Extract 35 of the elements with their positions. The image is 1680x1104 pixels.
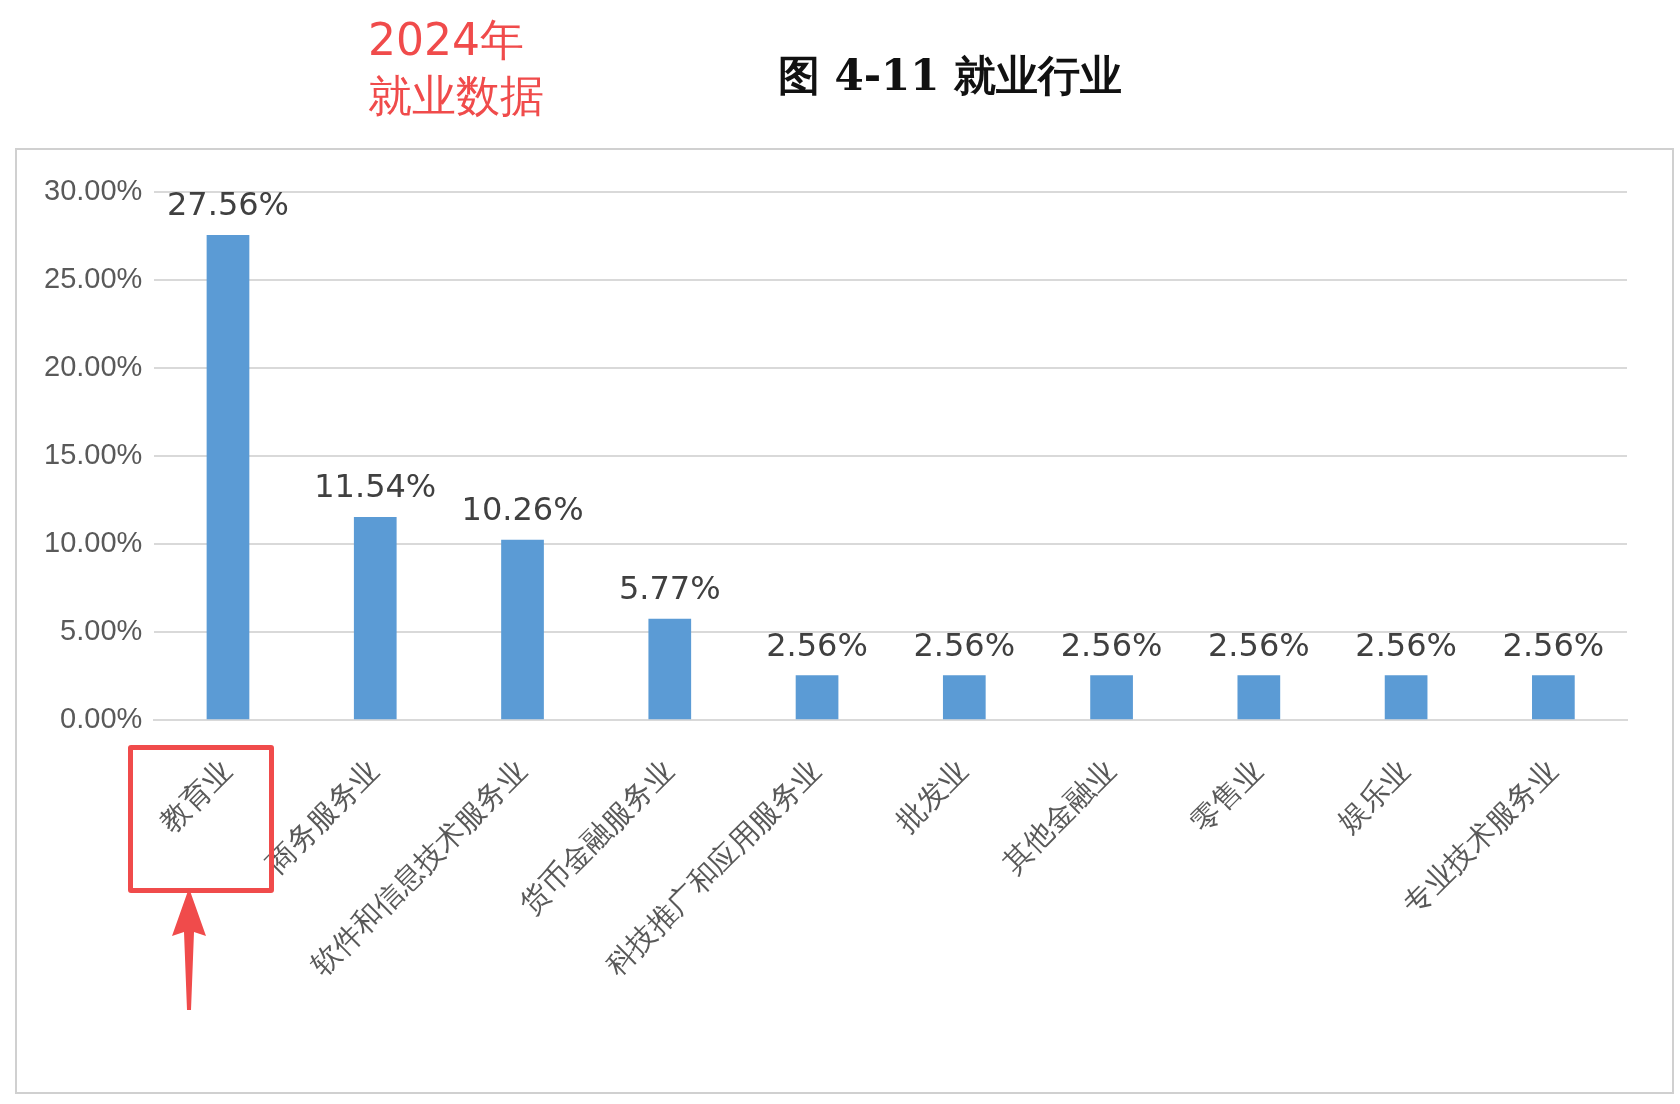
bar — [795, 675, 839, 720]
data-label: 10.26% — [461, 489, 584, 528]
bar — [942, 675, 986, 720]
bar — [1532, 675, 1575, 720]
y-tick-label: 20.00% — [44, 350, 143, 383]
bar — [1237, 675, 1281, 720]
data-label: 5.77% — [618, 569, 721, 608]
x-tick-label: 批发业 — [890, 753, 975, 839]
y-tick-label: 0.00% — [60, 702, 143, 735]
chart-title: 图 4-11 就业行业 — [776, 50, 1124, 102]
data-label: 2.56% — [1502, 625, 1605, 664]
x-tick-label: 零售业 — [1184, 753, 1269, 839]
y-tick-label: 15.00% — [44, 438, 143, 471]
bar — [648, 618, 692, 720]
y-tick-label: 30.00% — [44, 174, 143, 206]
bar — [1384, 675, 1428, 720]
bar — [1090, 675, 1133, 720]
data-label: 27.56% — [166, 185, 289, 224]
y-tick-label: 10.00% — [44, 526, 143, 559]
text: 2024年 — [368, 13, 525, 67]
data-label: 2.56% — [766, 625, 868, 664]
data-label: 2.56% — [1355, 625, 1457, 664]
x-tick-label: 娱乐业 — [1331, 753, 1416, 839]
bar — [501, 539, 544, 720]
y-tick-label: 25.00% — [44, 262, 143, 295]
bar — [353, 517, 397, 720]
y-tick-label: 5.00% — [60, 614, 143, 647]
data-label: 2.56% — [1060, 625, 1163, 664]
data-label: 2.56% — [913, 625, 1016, 664]
bar — [206, 234, 250, 720]
data-label: 11.54% — [314, 467, 437, 506]
x-tick-label: 教育业 — [153, 753, 238, 839]
text: 就业数据 — [368, 69, 544, 123]
x-tick-label: 其他金融业 — [996, 753, 1122, 880]
data-label: 2.56% — [1208, 625, 1310, 664]
